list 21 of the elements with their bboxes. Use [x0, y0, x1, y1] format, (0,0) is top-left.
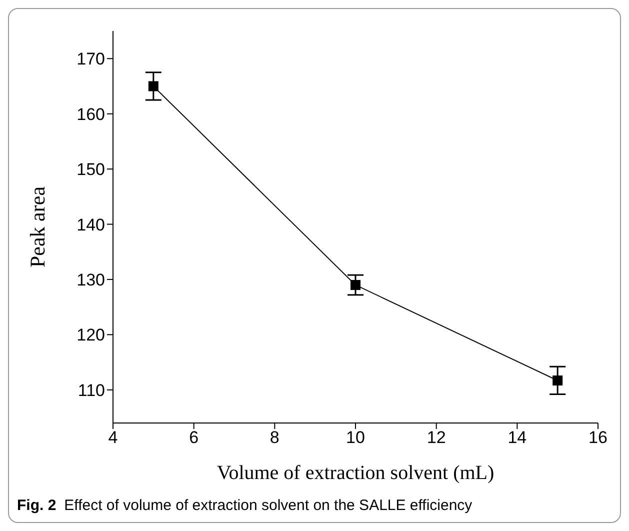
x-tick-label: 4 [108, 428, 118, 448]
x-tick-label: 16 [588, 428, 608, 448]
point [148, 81, 158, 92]
y-tick-label: 140 [76, 215, 105, 234]
x-tick-label: 14 [508, 428, 527, 448]
x-tick-label: 6 [189, 428, 199, 448]
point [350, 280, 360, 290]
y-tick-label: 150 [76, 160, 105, 180]
y-tick-label: 160 [76, 104, 105, 124]
y-tick-label: 170 [76, 50, 105, 69]
y-tick-label: 130 [76, 270, 105, 290]
x-tick-label: 8 [270, 428, 280, 448]
x-axis-title: Volume of extraction solvent (mL) [216, 462, 494, 484]
point [552, 375, 563, 386]
text: Effect of volume of extraction solvent on the SALLE efficiency [64, 497, 472, 514]
y-tick-label: 120 [76, 326, 105, 345]
y-tick-label: 110 [78, 380, 105, 400]
x-tick-label: 10 [346, 428, 365, 448]
x-tick-label: 12 [426, 428, 446, 448]
caption: Fig. 2 [17, 497, 56, 514]
y-axis-title: Peak area [25, 186, 50, 268]
